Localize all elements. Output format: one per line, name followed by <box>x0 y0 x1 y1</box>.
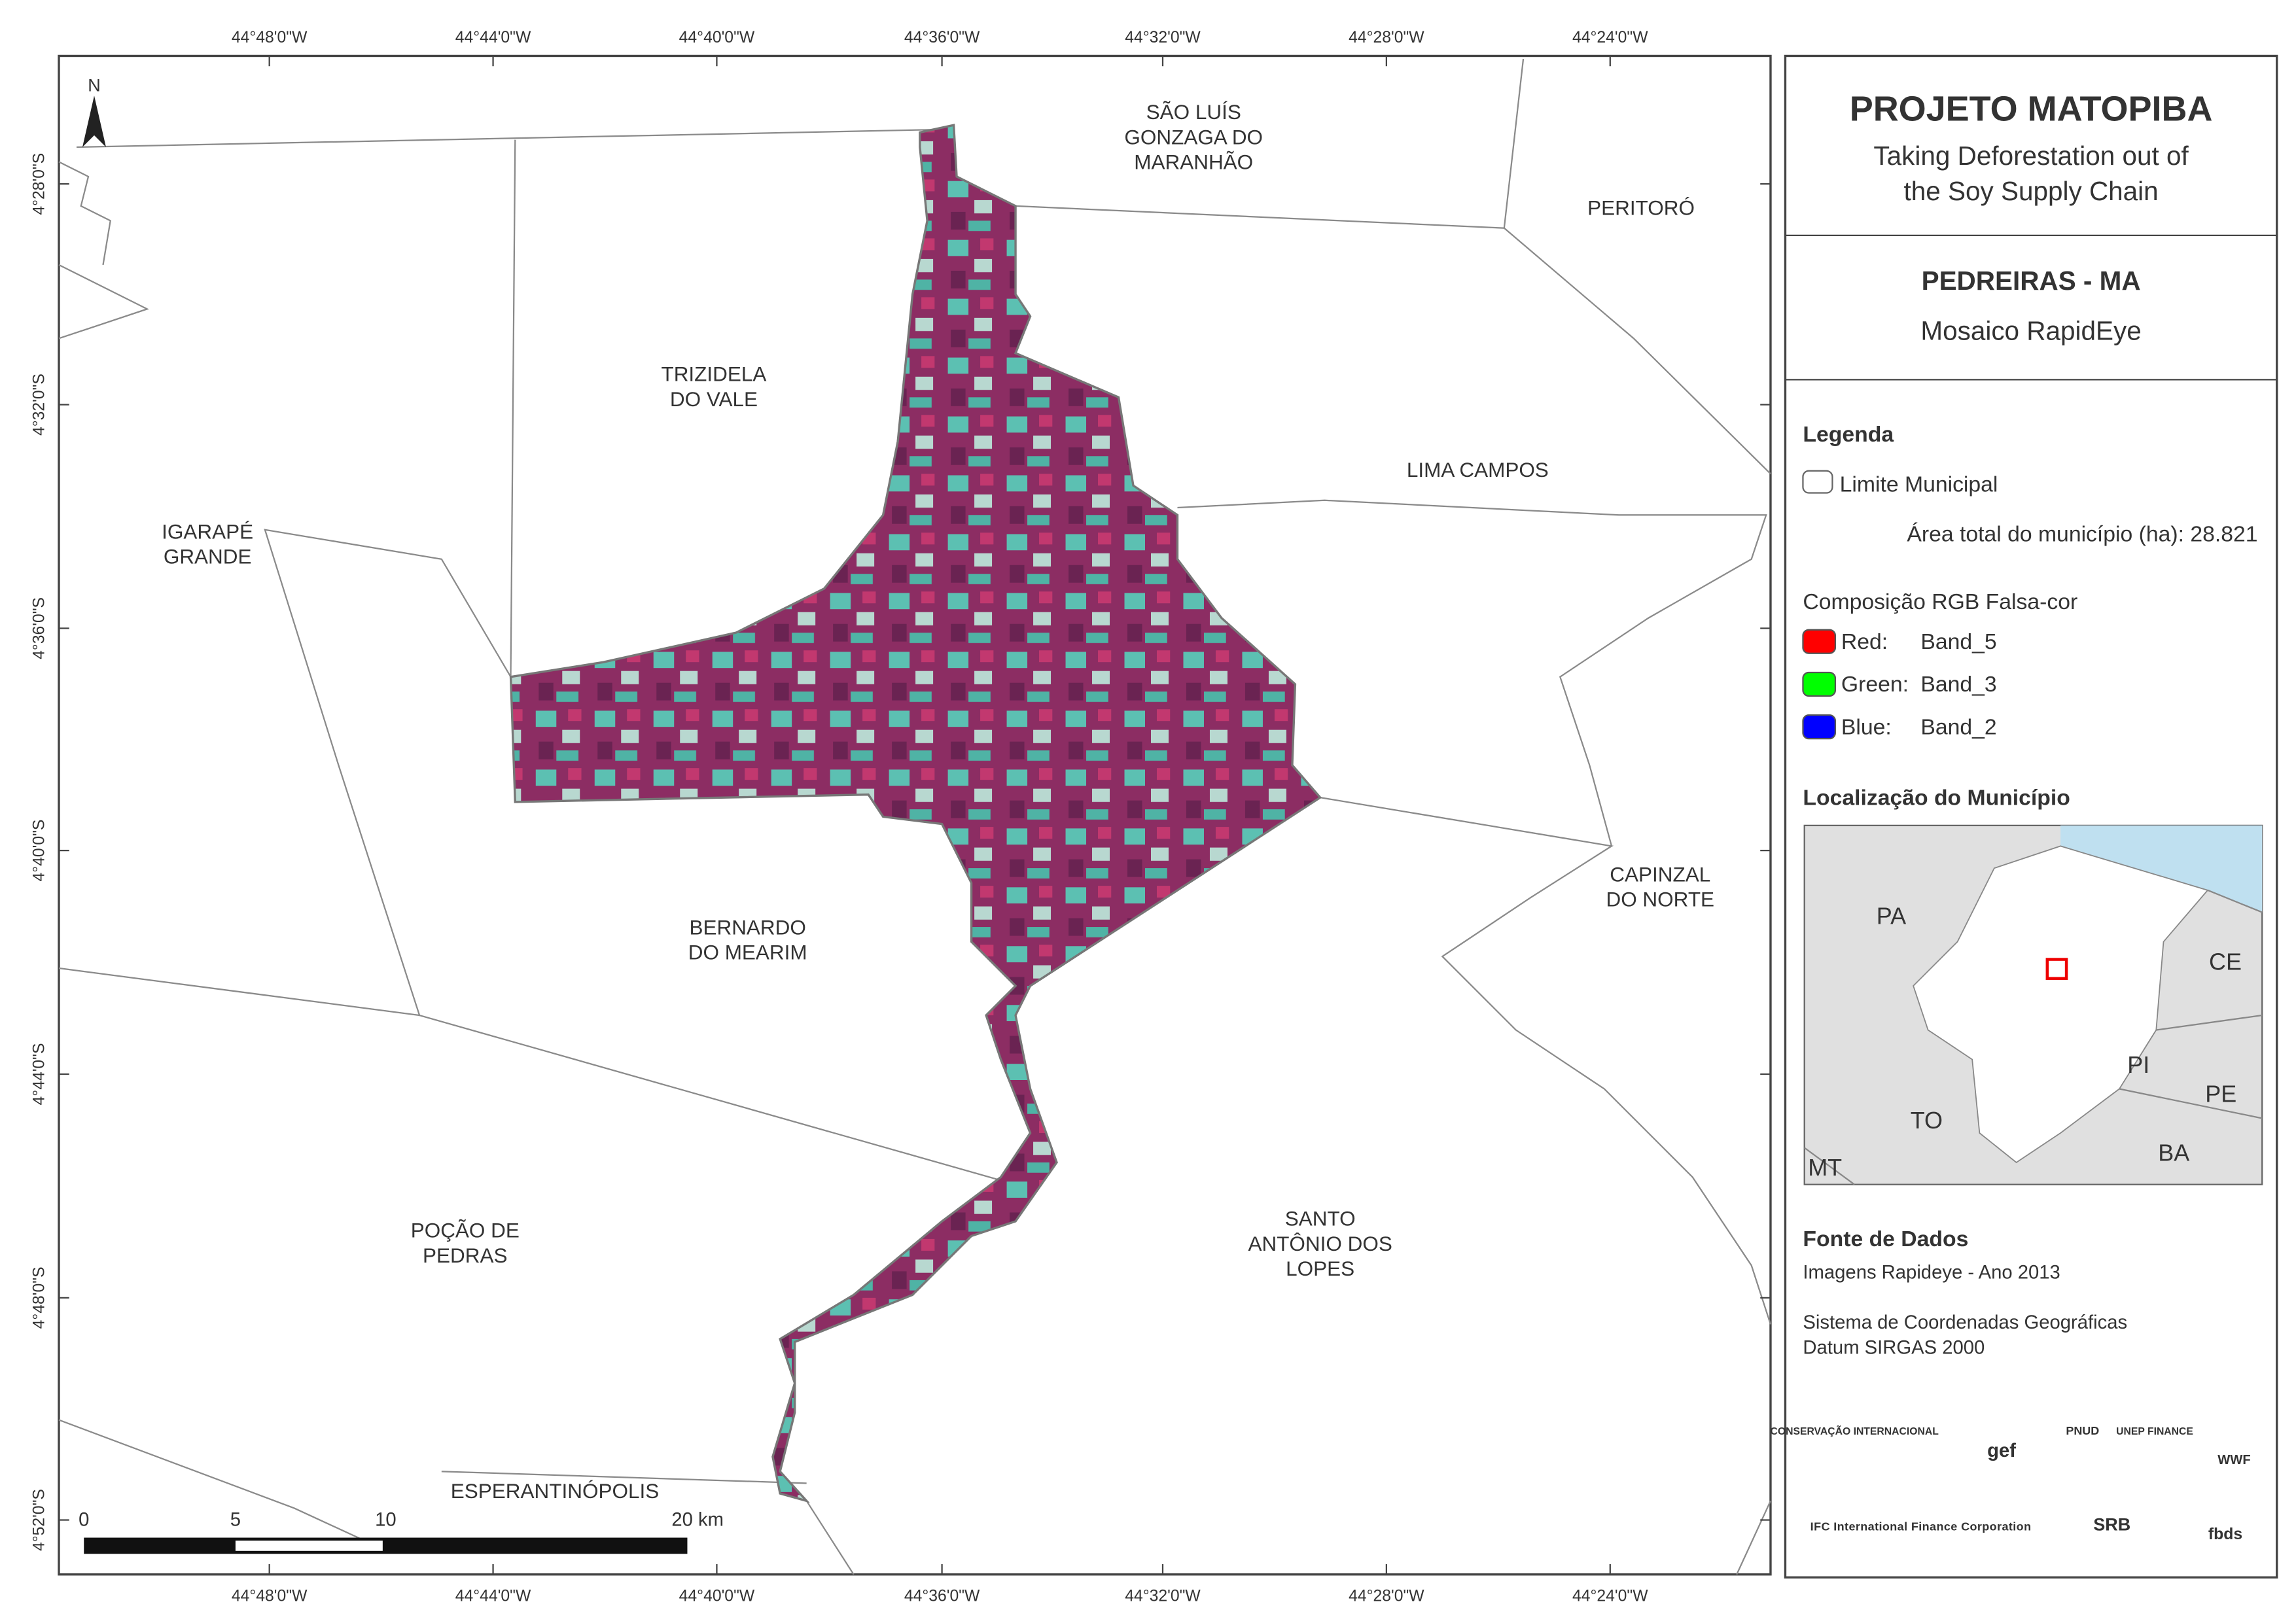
top-tick-label: 44°48'0"W <box>232 29 308 46</box>
band-name: Band_5 <box>1920 629 1996 654</box>
left-tick-label: 4°40'0"S <box>31 820 48 882</box>
source-line: Sistema de Coordenadas Geográficas <box>1803 1312 2127 1333</box>
state-label: BA <box>2158 1140 2189 1166</box>
state-label: PE <box>2205 1081 2236 1108</box>
state-label: MT <box>1808 1154 1842 1181</box>
state-label: CE <box>2209 948 2242 975</box>
municipality-label: IGARAPÉ <box>162 519 253 543</box>
left-tick-label: 4°48'0"S <box>31 1266 48 1329</box>
location-title: Localização do Município <box>1803 785 2070 810</box>
logo: CONSERVAÇÃO INTERNACIONAL <box>1771 1424 1939 1437</box>
state-label: PA <box>1877 903 1906 930</box>
top-tick-label: 44°40'0"W <box>679 29 755 46</box>
municipality-label: TRIZIDELA <box>661 362 766 386</box>
municipality-label: BERNARDO <box>689 915 805 939</box>
municipality-label: DO VALE <box>670 387 758 411</box>
logo: SRB <box>2093 1514 2130 1534</box>
bottom-tick-label: 44°44'0"W <box>455 1587 531 1605</box>
municipality-label: ESPERANTINÓPOLIS <box>451 1479 659 1503</box>
top-tick-label: 44°24'0"W <box>1572 29 1648 46</box>
municipality-label: LOPES <box>1286 1257 1354 1280</box>
scale-label: 10 <box>375 1510 397 1531</box>
logo: PNUD <box>2066 1424 2099 1437</box>
municipality-label: SÃO LUÍS <box>1146 100 1241 124</box>
municipality-label: LIMA CAMPOS <box>1407 458 1549 481</box>
left-tick-label: 4°44'0"S <box>31 1043 48 1106</box>
municipality-label: POÇÃO DE <box>411 1219 520 1242</box>
band-swatch <box>1802 714 1837 740</box>
subtitle: the Soy Supply Chain <box>1903 176 2158 206</box>
left-tick-label: 4°32'0"S <box>31 374 48 436</box>
top-tick-label: 44°36'0"W <box>904 29 980 46</box>
source-line: Imagens Rapideye - Ano 2013 <box>1803 1263 2060 1283</box>
bottom-tick-label: 44°40'0"W <box>679 1587 755 1605</box>
logo: WWF <box>2217 1453 2251 1467</box>
legend-label: Limite Municipal <box>1840 472 1998 497</box>
composition-label: Composição RGB Falsa-cor <box>1803 589 2077 614</box>
left-tick-label: 4°28'0"S <box>31 153 48 215</box>
municipality-label: ANTÔNIO DOS <box>1248 1232 1392 1255</box>
scale-label: 20 km <box>671 1510 724 1531</box>
area-label: Área total do município (ha): 28.821 <box>1907 522 2257 547</box>
municipality-label: PEDRAS <box>423 1244 507 1267</box>
municipality-label: DO NORTE <box>1606 888 1714 911</box>
bottom-tick-label: 44°24'0"W <box>1572 1587 1648 1605</box>
map-subtitle: Mosaico RapidEye <box>1920 316 2141 346</box>
logo: fbds <box>2208 1526 2242 1543</box>
municipality-label: GRANDE <box>164 544 252 568</box>
band-name: Band_3 <box>1920 672 1996 697</box>
band-swatch <box>1802 671 1837 697</box>
logo: UNEP FINANCE <box>2116 1426 2193 1437</box>
bottom-tick-label: 44°36'0"W <box>904 1587 980 1605</box>
logo: gef <box>1987 1440 2016 1461</box>
side-panel <box>1784 54 2278 1579</box>
left-tick-label: 4°36'0"S <box>31 597 48 659</box>
boundaries <box>58 58 1772 1575</box>
scale-label: 0 <box>79 1510 89 1531</box>
band-channel: Blue: <box>1841 714 1892 739</box>
north-arrow <box>82 96 106 147</box>
top-tick-label: 44°44'0"W <box>455 29 531 46</box>
scale-bar: 0 5 10 20 km <box>79 1510 724 1554</box>
municipality-label: MARANHÃO <box>1134 150 1253 174</box>
band-channel: Red: <box>1841 629 1888 654</box>
municipality-label: DO MEARIM <box>688 941 807 964</box>
north-label: N <box>88 75 101 95</box>
legend-swatch <box>1802 470 1833 494</box>
bottom-tick-label: 44°48'0"W <box>232 1587 308 1605</box>
state-label: PI <box>2127 1051 2149 1078</box>
municipality-label: CAPINZAL <box>1610 862 1710 886</box>
top-tick-label: 44°28'0"W <box>1349 29 1424 46</box>
state-label: TO <box>1911 1107 1943 1134</box>
title: PROJETO MATOPIBA <box>1850 89 2213 128</box>
band-swatch <box>1802 629 1837 654</box>
bottom-tick-label: 44°28'0"W <box>1349 1587 1424 1605</box>
inset-map <box>1803 824 2263 1185</box>
map-title: PEDREIRAS - MA <box>1922 266 2141 296</box>
sources-title: Fonte de Dados <box>1803 1227 1968 1251</box>
subtitle: Taking Deforestation out of <box>1873 141 2189 171</box>
pedreiras-mosaic <box>509 124 1322 1503</box>
left-tick-label: 4°52'0"S <box>31 1489 48 1551</box>
legend-title: Legenda <box>1803 422 1894 447</box>
scale-label: 5 <box>230 1510 241 1531</box>
municipality-label: GONZAGA DO <box>1124 125 1263 148</box>
municipality-label: SANTO <box>1285 1207 1356 1230</box>
municipality-label: PERITORÓ <box>1587 196 1695 219</box>
source-line: Datum SIRGAS 2000 <box>1803 1337 1985 1358</box>
band-name: Band_2 <box>1920 714 1996 739</box>
logo: IFC International Finance Corporation <box>1810 1520 2031 1533</box>
band-channel: Green: <box>1841 672 1909 697</box>
top-tick-label: 44°32'0"W <box>1125 29 1201 46</box>
bottom-tick-label: 44°32'0"W <box>1125 1587 1201 1605</box>
